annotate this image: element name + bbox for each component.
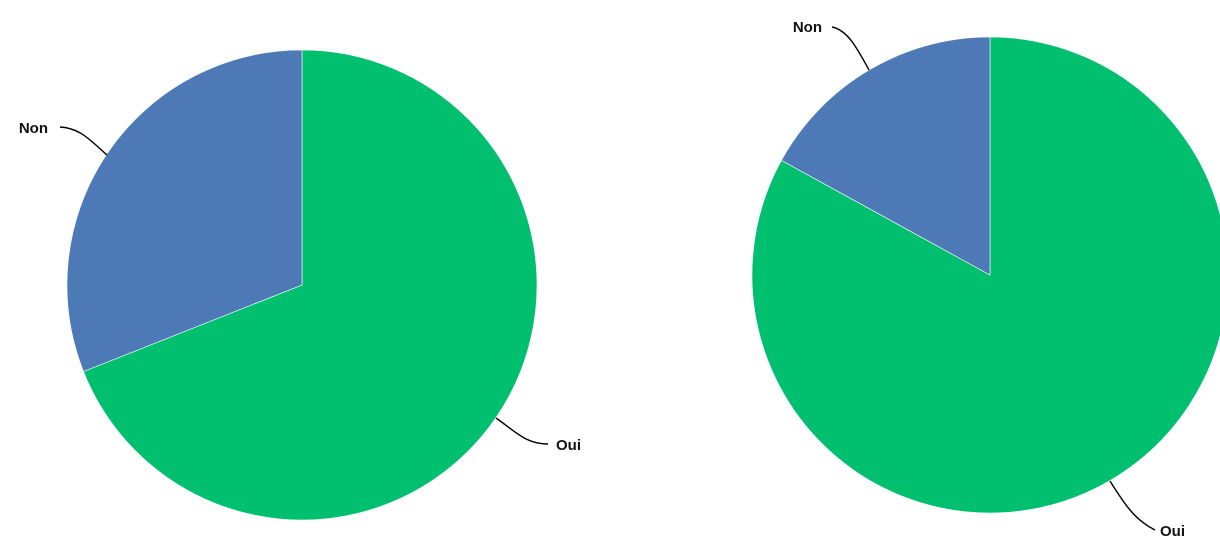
pie-chart-right: Oui Non	[751, 19, 1220, 540]
slice-label-non: Non	[793, 19, 822, 36]
pie-chart-left: Oui Non	[19, 49, 581, 521]
pie-slice-non	[66, 49, 303, 372]
leader-line-oui	[495, 417, 549, 445]
slice-label-oui: Oui	[1160, 523, 1185, 540]
leader-line-non	[831, 26, 870, 71]
pie-slice-non	[781, 36, 991, 276]
pie-slice-oui	[751, 36, 1220, 514]
leader-line-non	[59, 126, 108, 156]
pie-slice-oui	[83, 49, 538, 521]
leader-line-oui	[1109, 480, 1156, 531]
slice-label-oui: Oui	[556, 437, 581, 454]
slice-label-non: Non	[19, 120, 48, 137]
